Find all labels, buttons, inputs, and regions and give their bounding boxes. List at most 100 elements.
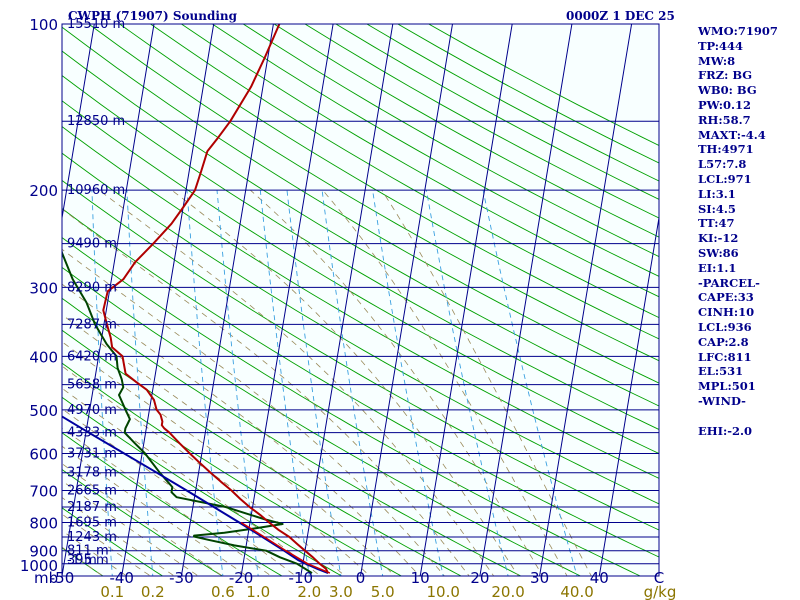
dry-adiabat [119, 24, 659, 340]
temperature-tick-label: -10 [289, 569, 314, 587]
isotherm [300, 24, 394, 576]
mixing-ratio-tick-label: 0.1 [100, 583, 124, 600]
dry-adiabat [62, 297, 522, 576]
moist-adiabat [62, 248, 445, 576]
sounding-index: CAP:2.8 [698, 334, 749, 349]
virtual-temperature-trace [240, 521, 331, 574]
pressure-tick-label: 500 [29, 402, 58, 420]
dry-adiabat [62, 26, 659, 384]
height-label: 8290 m [67, 280, 117, 295]
moist-adiabat [98, 189, 495, 576]
dry-adiabat [62, 507, 164, 576]
sounding-index: TT:47 [698, 216, 735, 231]
sounding-index: LCL:971 [698, 171, 752, 186]
temperature-tick-label: 0 [356, 569, 366, 587]
mixing-ratio-tick-label: 1.0 [246, 583, 270, 600]
sounding-index: LI:3.1 [698, 186, 736, 201]
mixing-ratio-tick-label: 10.0 [427, 583, 460, 600]
sounding-index: MW:8 [698, 53, 736, 68]
isotherm [359, 24, 454, 576]
height-label: 1695 m [67, 516, 117, 531]
dewpoint-trace [62, 249, 313, 574]
mixing-ratio-line [482, 190, 578, 576]
height-label: 7287 m [67, 317, 117, 332]
sounding-index: SW:86 [698, 245, 739, 260]
dry-adiabat [62, 432, 283, 576]
mixing-ratio-line [259, 190, 310, 576]
isotherm [539, 24, 633, 576]
valid-time: 0000Z 1 DEC 25 [566, 9, 675, 23]
pressure-tick-label: 600 [29, 446, 58, 464]
dry-adiabat [212, 24, 659, 277]
temperature-tick-label: 20 [470, 569, 489, 587]
pressure-tick-label: 700 [29, 482, 58, 500]
pressure-tick-label: 1000 [20, 557, 58, 575]
sounding-index: SI:4.5 [698, 201, 736, 216]
moist-adiabat [62, 365, 346, 576]
dry-adiabat [62, 547, 104, 576]
dry-adiabat [62, 266, 582, 576]
sounding-index: LCL:936 [698, 319, 752, 334]
sounding-index: TP:444 [698, 38, 744, 53]
isotherm [121, 24, 215, 576]
sounding-indices-panel: WMO:71907 TP:444 MW:8 FRZ: BG WB0: BG PW:0.12… [698, 24, 798, 438]
moist-adiabat [250, 189, 544, 576]
isotherm [180, 24, 274, 576]
dry-adiabat [181, 24, 659, 298]
dry-adiabat [62, 152, 659, 505]
mixing-ratio-tick-label: 3.0 [329, 583, 353, 600]
temperature-tick-label: -50 [50, 569, 75, 587]
moist-adiabat [62, 463, 224, 576]
data-traces [62, 24, 331, 575]
dry-adiabat [62, 468, 224, 576]
height-label: -1 m [67, 553, 97, 568]
height-label: 10960 m [67, 183, 125, 198]
isotherm [419, 24, 513, 576]
moist-adiabat [62, 408, 297, 576]
height-label: 9490 m [67, 237, 117, 252]
isotherm [0, 12, 37, 588]
height-label: 3178 m [67, 466, 117, 481]
sounding-index: KI:-12 [698, 231, 739, 246]
height-label: 395 m [67, 553, 109, 568]
dry-adiabat [62, 126, 659, 479]
sounding-index: L57:7.8 [698, 157, 747, 172]
sounding-index: WB0: BG [698, 83, 757, 98]
sounding-index: WMO:71907 [698, 24, 778, 38]
height-label: 2187 m [67, 500, 117, 515]
sounding-index: EI:1.1 [698, 260, 737, 275]
temperature-tick-label: 10 [411, 569, 430, 587]
dry-adiabat [62, 74, 659, 430]
temperature-tick-label: -40 [109, 569, 134, 587]
moist-adiabat [62, 445, 248, 576]
parcel-trace [62, 415, 329, 575]
moist-adiabat [62, 546, 104, 576]
moist-adiabat [322, 189, 568, 576]
pressure-tick-label: 800 [29, 515, 58, 533]
dry-adiabat [150, 24, 659, 319]
mixing-ratio-line [321, 190, 384, 576]
pressure-tick-label: 900 [29, 543, 58, 561]
isotherm [62, 24, 155, 576]
dry-adiabat [62, 208, 659, 558]
moist-adiabat [62, 283, 421, 576]
mixing-ratio-line [425, 190, 509, 576]
sounding-index: CINH:10 [698, 305, 755, 320]
height-label: 6420 m [67, 349, 117, 364]
temperature-unit-label: C [654, 569, 664, 587]
moist-adiabat [62, 427, 272, 576]
mixing-ratio-tick-label: 2.0 [297, 583, 321, 600]
mixing-ratio-tick-label: 0.6 [211, 583, 235, 600]
sounding-index: MPL:501 [698, 379, 756, 394]
dry-adiabat [62, 100, 659, 455]
grid-lines [0, 12, 659, 588]
pressure-unit-label: mb [34, 569, 58, 587]
moist-adiabat [62, 314, 396, 576]
height-label: 1243 m [67, 530, 117, 545]
sounding-index: EL:531 [698, 364, 744, 379]
pressure-tick-label: 200 [29, 182, 58, 200]
temperature-tick-label: 40 [590, 569, 609, 587]
dry-adiabat [88, 24, 659, 362]
pressure-tick-label: 100 [29, 16, 58, 34]
